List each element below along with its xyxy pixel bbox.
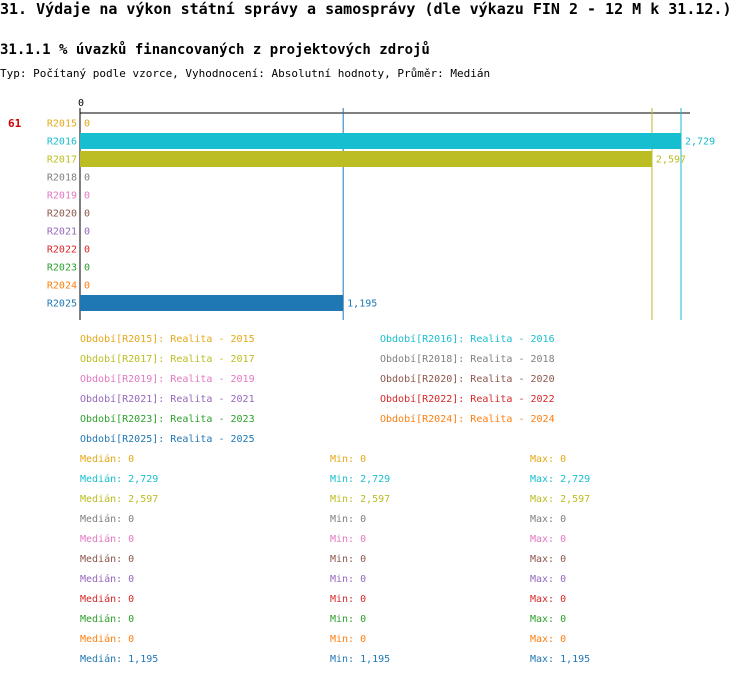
value-label: 0	[84, 227, 90, 238]
stat-max: Max: 1,195	[530, 654, 591, 665]
value-label: 0	[84, 281, 90, 292]
stat-median: Medián: 0	[80, 574, 135, 585]
category-label: R2016	[47, 137, 77, 148]
value-label: 0	[84, 191, 90, 202]
stat-max: Max: 2,729	[530, 474, 591, 485]
stat-min: Min: 0	[330, 614, 367, 625]
stat-max: Max: 0	[530, 574, 567, 585]
category-label: R2023	[47, 263, 77, 274]
stat-median: Medián: 2,597	[80, 494, 159, 505]
bar	[80, 133, 681, 149]
category-label: R2018	[47, 173, 77, 184]
stat-max: Max: 0	[530, 454, 567, 465]
legend-entry: Období[R2015]: Realita - 2015	[80, 334, 255, 345]
category-label: R2019	[47, 191, 77, 202]
stat-min: Min: 0	[330, 514, 367, 525]
stat-median: Medián: 0	[80, 634, 135, 645]
bar	[80, 295, 344, 311]
legend-entry: Období[R2024]: Realita - 2024	[380, 414, 555, 425]
stat-min: Min: 0	[330, 594, 367, 605]
stat-median: Medián: 1,195	[80, 654, 159, 665]
legend-entry: Období[R2019]: Realita - 2019	[80, 374, 255, 385]
category-label: R2021	[47, 227, 77, 238]
stat-min: Min: 1,195	[330, 654, 391, 665]
stat-min: Min: 0	[330, 554, 367, 565]
legend-entry: Období[R2016]: Realita - 2016	[380, 334, 555, 345]
stat-median: Medián: 0	[80, 614, 135, 625]
stat-max: Max: 0	[530, 554, 567, 565]
axis-zero-tick-label: 0	[78, 98, 84, 109]
chart-type-info: Typ: Počítaný podle vzorce, Vyhodnocení:…	[0, 67, 491, 80]
value-label: 2,597	[656, 155, 686, 166]
stat-min: Min: 0	[330, 454, 367, 465]
stat-median: Medián: 2,729	[80, 474, 159, 485]
stat-max: Max: 0	[530, 514, 567, 525]
value-label: 2,729	[685, 137, 715, 148]
stat-median: Medián: 0	[80, 594, 135, 605]
legend-entry: Období[R2018]: Realita - 2018	[380, 354, 555, 365]
legend-entry: Období[R2025]: Realita - 2025	[80, 434, 255, 445]
legend-entry: Období[R2023]: Realita - 2023	[80, 414, 255, 425]
bar	[80, 151, 652, 167]
stat-max: Max: 0	[530, 614, 567, 625]
value-label: 0	[84, 119, 90, 130]
stat-max: Max: 0	[530, 534, 567, 545]
stat-median: Medián: 0	[80, 514, 135, 525]
value-label: 0	[84, 263, 90, 274]
stat-max: Max: 2,597	[530, 494, 591, 505]
value-label: 0	[84, 173, 90, 184]
value-label: 1,195	[347, 299, 377, 310]
legend-entry: Období[R2017]: Realita - 2017	[80, 354, 255, 365]
stat-min: Min: 0	[330, 534, 367, 545]
legend-entry: Období[R2020]: Realita - 2020	[380, 374, 555, 385]
row-number: 61	[8, 117, 22, 130]
page-title: 31. Výdaje na výkon státní správy a samo…	[0, 0, 732, 18]
stat-median: Medián: 0	[80, 454, 135, 465]
stat-median: Medián: 0	[80, 554, 135, 565]
chart-subtitle: 31.1.1 % úvazků financovaných z projekto…	[0, 42, 430, 58]
stat-max: Max: 0	[530, 634, 567, 645]
legend-entry: Období[R2022]: Realita - 2022	[380, 394, 555, 405]
category-label: R2022	[47, 245, 77, 256]
category-label: R2020	[47, 209, 77, 220]
category-label: R2017	[47, 155, 77, 166]
legend-entry: Období[R2021]: Realita - 2021	[80, 394, 255, 405]
stat-max: Max: 0	[530, 594, 567, 605]
category-label: R2024	[47, 281, 77, 292]
value-label: 0	[84, 245, 90, 256]
category-label: R2015	[47, 119, 77, 130]
stat-min: Min: 0	[330, 634, 367, 645]
stat-min: Min: 2,597	[330, 494, 391, 505]
stat-min: Min: 2,729	[330, 474, 391, 485]
stat-min: Min: 0	[330, 574, 367, 585]
value-label: 0	[84, 209, 90, 220]
category-label: R2025	[47, 299, 77, 310]
stat-median: Medián: 0	[80, 534, 135, 545]
